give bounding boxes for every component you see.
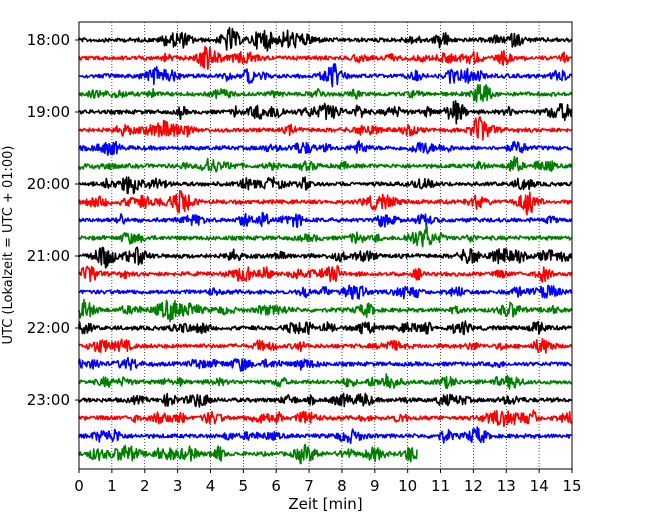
trace-2030 — [78, 211, 573, 228]
trace-1915 — [78, 116, 573, 141]
trace-2315 — [78, 409, 573, 428]
trace-2145 — [78, 298, 573, 323]
x-tick-label: 2 — [140, 477, 150, 495]
trace-2200 — [78, 320, 573, 336]
x-tick-label: 7 — [304, 477, 314, 495]
x-tick-label: 4 — [206, 477, 216, 495]
trace-1800 — [78, 26, 572, 52]
x-tick-label: 6 — [271, 477, 281, 495]
trace-1930 — [78, 140, 573, 156]
y-tick-label: 20:00 — [27, 175, 70, 193]
trace-2230 — [78, 356, 573, 372]
x-axis-label: Zeit [min] — [288, 495, 362, 513]
trace-1815 — [78, 45, 573, 70]
y-tick-label: 21:00 — [27, 247, 70, 265]
x-tick-label: 5 — [239, 477, 249, 495]
trace-1945 — [78, 155, 573, 173]
trace-2245 — [78, 373, 573, 390]
trace-2130 — [78, 284, 573, 300]
trace-2330 — [78, 426, 573, 445]
y-tick-label: 23:00 — [27, 391, 70, 409]
x-tick-label: 0 — [74, 477, 84, 495]
trace-2045 — [78, 225, 573, 248]
x-tick-label: 1 — [107, 477, 117, 495]
x-tick-label: 3 — [173, 477, 183, 495]
trace-layer — [78, 26, 573, 465]
trace-2215 — [78, 338, 573, 354]
x-tick-label: 9 — [370, 477, 380, 495]
y-tick-label: 19:00 — [27, 103, 70, 121]
y-axis-label: UTC (Lokalzeit = UTC + 01:00) — [1, 146, 16, 345]
x-tick-label: 10 — [398, 477, 417, 495]
x-tick-label: 13 — [497, 477, 516, 495]
x-tick-label: 11 — [431, 477, 450, 495]
trace-2100 — [78, 246, 573, 269]
trace-1830 — [78, 63, 573, 88]
trace-1900 — [78, 100, 573, 125]
y-tick-label: 18:00 — [27, 31, 70, 49]
plot-frame — [78, 21, 573, 470]
x-tick-label: 14 — [530, 477, 549, 495]
trace-2345 — [78, 443, 418, 465]
x-tick-label: 12 — [464, 477, 483, 495]
y-tick-label: 22:00 — [27, 319, 70, 337]
trace-1845 — [78, 84, 573, 103]
x-tick-label: 15 — [562, 477, 581, 495]
trace-2300 — [78, 392, 573, 408]
trace-2115 — [78, 265, 573, 283]
x-tick-label: 8 — [337, 477, 347, 495]
grid-lines — [111, 22, 540, 469]
y-axis-ticks: 18:00 19:00 20:00 21:00 22:00 23:00 — [27, 31, 79, 409]
trace-2000 — [78, 176, 573, 195]
trace-2015 — [78, 189, 573, 216]
x-axis-ticks: 0 1 2 3 4 5 6 7 8 9 10 11 12 13 14 15 — [74, 469, 582, 495]
